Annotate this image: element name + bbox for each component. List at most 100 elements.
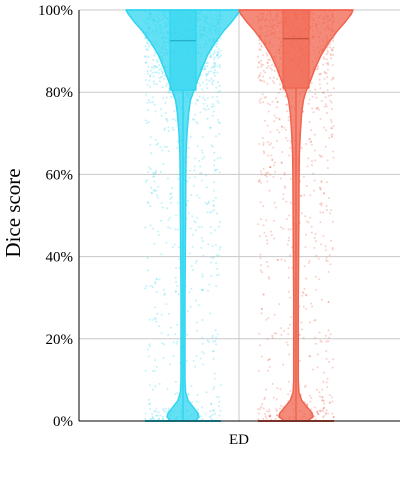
data-point — [199, 172, 202, 175]
data-point — [268, 415, 271, 418]
data-point — [289, 254, 291, 257]
data-point — [305, 277, 308, 280]
data-point — [262, 150, 265, 153]
data-point — [309, 394, 312, 397]
box-iqr — [282, 9, 310, 89]
data-point — [263, 80, 266, 83]
data-point — [320, 298, 323, 301]
data-point — [331, 64, 334, 67]
data-point — [213, 56, 216, 59]
data-point — [156, 142, 159, 145]
data-point — [156, 414, 159, 417]
data-point — [319, 203, 322, 206]
data-point — [188, 252, 191, 255]
data-point — [161, 86, 164, 89]
data-point — [263, 398, 266, 401]
data-point — [154, 110, 157, 113]
data-point — [273, 313, 276, 316]
data-point — [176, 177, 179, 180]
data-point — [157, 234, 160, 236]
data-point — [288, 236, 291, 239]
data-point — [257, 412, 260, 415]
data-point — [301, 328, 303, 331]
data-point — [298, 333, 301, 336]
data-point — [209, 55, 212, 58]
data-point — [268, 365, 271, 368]
data-point — [209, 126, 212, 129]
data-point — [330, 101, 333, 104]
y-tick-label: 80% — [46, 85, 74, 101]
data-point — [154, 317, 157, 320]
data-point — [301, 294, 304, 297]
data-point — [162, 408, 165, 411]
data-point — [322, 380, 325, 383]
data-point — [213, 62, 215, 65]
data-point — [265, 235, 268, 238]
data-point — [210, 261, 213, 264]
data-point — [200, 246, 203, 249]
data-point — [313, 415, 316, 418]
data-point — [332, 125, 335, 128]
data-point — [276, 77, 278, 80]
data-point — [149, 417, 152, 420]
data-point — [151, 101, 154, 104]
data-point — [149, 285, 152, 287]
data-point — [165, 117, 168, 120]
data-point — [309, 216, 312, 219]
data-point — [217, 254, 220, 257]
data-point — [272, 76, 275, 79]
data-point — [258, 143, 261, 145]
data-point — [265, 175, 268, 178]
data-point — [167, 219, 170, 221]
data-point — [201, 342, 204, 345]
data-point — [218, 64, 221, 67]
data-point — [279, 88, 282, 91]
data-point — [149, 402, 152, 405]
data-point — [278, 117, 281, 120]
data-point — [195, 355, 198, 358]
data-point — [171, 186, 174, 189]
data-point — [331, 133, 334, 136]
data-point — [325, 58, 328, 61]
data-point — [211, 145, 214, 148]
data-point — [318, 409, 321, 412]
data-point — [194, 176, 197, 179]
data-point — [318, 154, 321, 157]
data-point — [212, 105, 215, 108]
data-point — [278, 131, 281, 134]
data-point — [213, 159, 216, 162]
data-point — [158, 64, 160, 67]
data-point — [257, 66, 260, 69]
data-point — [211, 114, 214, 117]
data-point — [331, 49, 334, 52]
data-point — [158, 417, 161, 420]
data-point — [265, 318, 268, 321]
data-point — [198, 160, 200, 162]
data-point — [214, 63, 217, 66]
data-point — [202, 96, 205, 99]
data-point — [280, 226, 283, 229]
data-point — [209, 126, 212, 129]
data-point — [265, 388, 267, 391]
data-point — [196, 394, 199, 396]
data-point — [276, 139, 278, 142]
data-point — [260, 403, 263, 406]
data-point — [303, 265, 306, 268]
data-point — [287, 276, 290, 279]
data-point — [328, 46, 331, 49]
data-point — [323, 406, 326, 409]
data-point — [330, 57, 333, 60]
data-point — [276, 387, 279, 390]
data-point — [167, 407, 170, 410]
data-point — [151, 71, 154, 74]
data-point — [212, 53, 215, 56]
data-point — [259, 257, 262, 259]
data-point — [320, 180, 323, 183]
data-point — [188, 291, 191, 294]
data-point — [313, 189, 316, 192]
data-point — [147, 99, 150, 102]
data-point — [280, 327, 283, 330]
data-point — [260, 65, 263, 68]
data-point — [185, 360, 188, 362]
data-point — [206, 62, 209, 65]
